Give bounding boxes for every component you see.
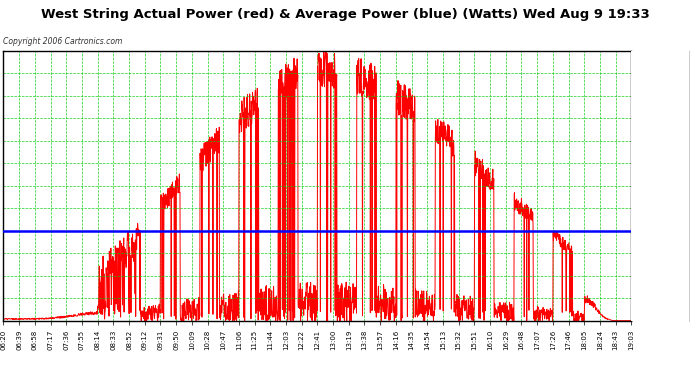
Text: West String Actual Power (red) & Average Power (blue) (Watts) Wed Aug 9 19:33: West String Actual Power (red) & Average… [41,8,649,21]
Text: Copyright 2006 Cartronics.com: Copyright 2006 Cartronics.com [3,37,123,46]
